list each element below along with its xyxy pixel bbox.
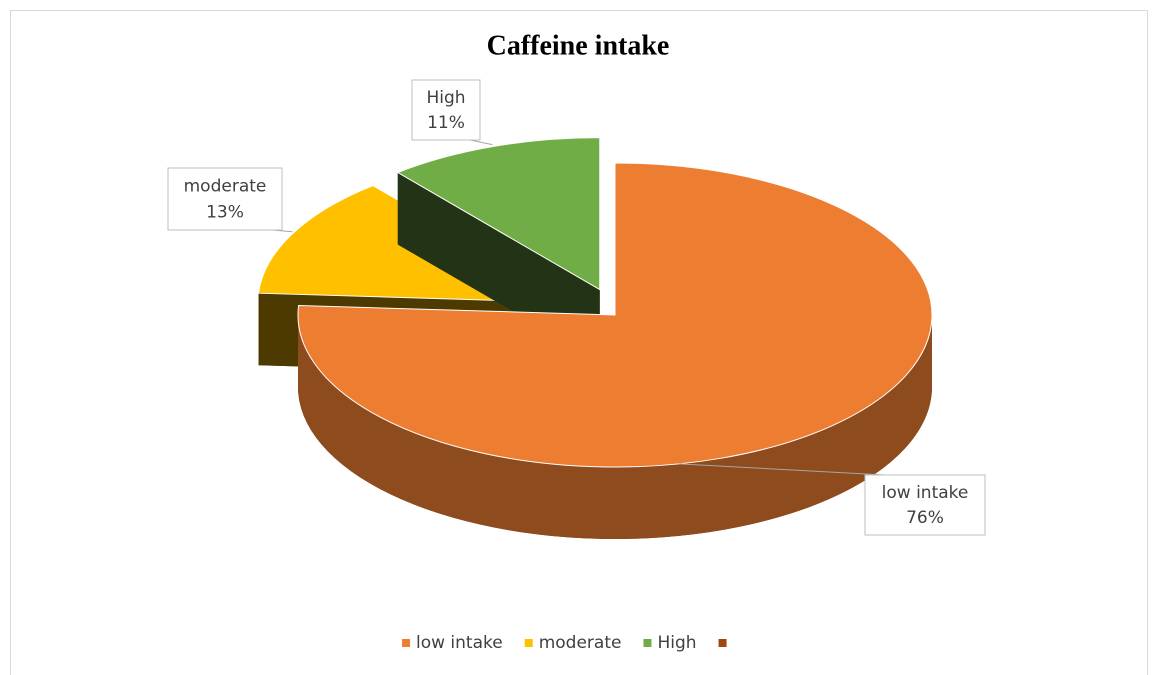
slice xyxy=(396,137,601,291)
legend: low intake moderate High xyxy=(402,633,727,653)
legend-label: moderate xyxy=(539,633,622,653)
legend-label: High xyxy=(657,633,696,653)
label-category: low intake xyxy=(882,483,969,503)
legend-swatch xyxy=(718,639,727,647)
chart-title: Caffeine intake xyxy=(487,30,670,61)
data-labels: low intake 76% moderate 13% High 11% xyxy=(167,79,986,536)
label-box xyxy=(864,474,986,536)
leader-line xyxy=(679,463,886,476)
label-value: 11% xyxy=(427,113,465,133)
legend-swatch xyxy=(524,639,533,647)
label-category: High xyxy=(426,88,465,108)
slice xyxy=(297,162,933,468)
legend-swatch xyxy=(402,639,410,647)
pie xyxy=(257,137,933,540)
label-box xyxy=(167,167,283,231)
label-box xyxy=(411,79,481,141)
label-value: 76% xyxy=(906,508,944,528)
leader-line xyxy=(469,139,493,146)
label-value: 13% xyxy=(206,203,244,223)
label-category: moderate xyxy=(184,177,267,197)
slice-side xyxy=(298,315,932,539)
legend-swatch xyxy=(643,639,652,647)
legend-label: low intake xyxy=(416,633,503,653)
